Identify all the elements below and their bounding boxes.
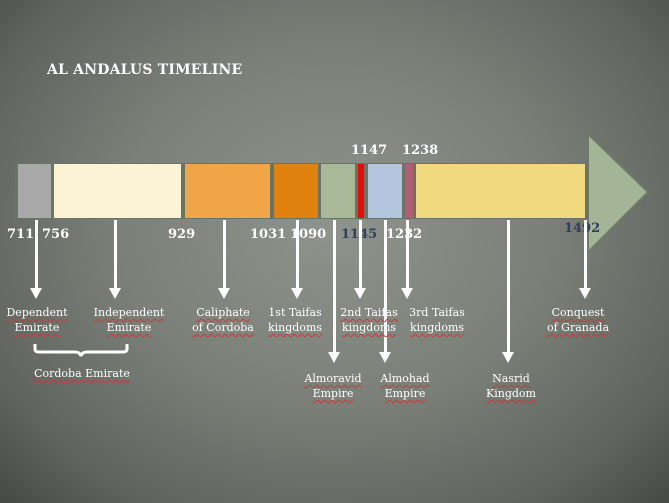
- label-cordoba-emirate: Cordoba Emirate: [34, 367, 130, 380]
- segment-nasrid: [416, 164, 585, 218]
- year-929: 929: [168, 227, 196, 242]
- segment-almoravid: [321, 164, 355, 218]
- year-711: 711: [7, 227, 35, 242]
- segment-independent-emirate: [54, 164, 181, 218]
- label-conquest-granada: Conquest of Granada: [546, 306, 610, 334]
- label-almoravid-empire: Almoravid Empire: [304, 372, 362, 400]
- cordoba-emirate-brace: [33, 344, 129, 357]
- segment-second-taifas: [358, 164, 364, 218]
- year-756: 756: [42, 227, 70, 242]
- arrow-almohad: [379, 220, 391, 363]
- year-1031: 1031: [250, 227, 287, 242]
- year-1090: 1090: [290, 227, 327, 242]
- arrow-granada: [579, 220, 591, 299]
- label-taifas3: 3rd Taifas kingdoms: [409, 306, 465, 334]
- segment-caliphate: [185, 164, 270, 218]
- arrow-taifas2: [354, 220, 366, 299]
- label-independent-emirate: Independent Emirate: [93, 306, 165, 334]
- label-taifas1: 1st Taifas kingdoms: [267, 306, 323, 334]
- label-caliphate: Caliphate of Cordoba: [192, 306, 254, 334]
- arrow-taifas3: [401, 220, 413, 299]
- year-1238: 1238: [402, 143, 439, 158]
- label-taifas2: 2nd Taifas kingdoms: [340, 306, 398, 334]
- arrow-dependent: [30, 220, 42, 299]
- year-1492: 1492: [564, 221, 601, 236]
- segment-almohad: [368, 164, 402, 218]
- year-1147: 1147: [351, 143, 388, 158]
- label-dependent-emirate: Dependent Emirate: [6, 306, 68, 334]
- arrow-taifas1: [291, 220, 303, 299]
- arrow-independent: [109, 220, 121, 299]
- slide-title: AL ANDALUS TIMELINE: [47, 62, 243, 78]
- arrow-caliphate: [218, 220, 230, 299]
- arrow-almoravid: [328, 220, 340, 363]
- label-nasrid-kingdom: Nasrid Kingdom: [486, 372, 536, 400]
- segment-dependent-emirate: [18, 164, 51, 218]
- segment-first-taifas: [274, 164, 318, 218]
- arrow-nasrid: [502, 220, 514, 363]
- label-almohad-empire: Almohad Empire: [380, 372, 430, 400]
- segment-third-taifas: [405, 164, 413, 218]
- year-1232: 1232: [386, 227, 423, 242]
- arrowhead: [588, 134, 650, 254]
